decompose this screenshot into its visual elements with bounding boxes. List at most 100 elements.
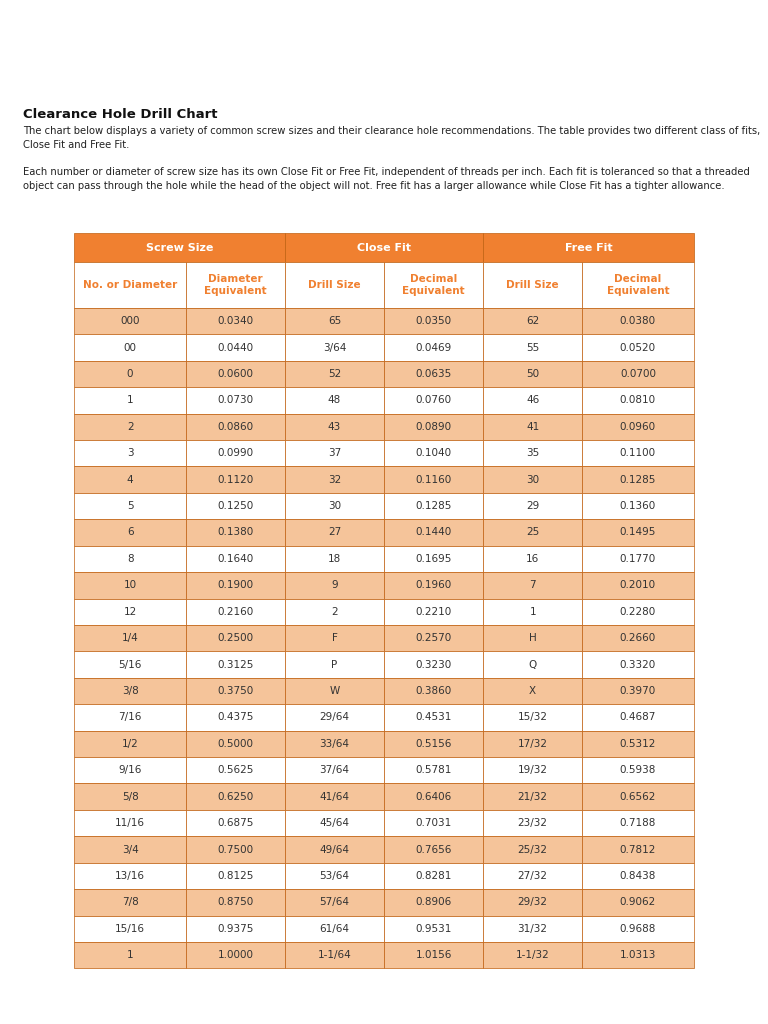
Text: 7: 7	[529, 581, 536, 590]
Text: 0.0730: 0.0730	[217, 395, 253, 406]
Bar	[582, 519, 694, 546]
Text: 0.7656: 0.7656	[415, 845, 452, 854]
Text: 0.1960: 0.1960	[415, 581, 452, 590]
Text: 0.5625: 0.5625	[217, 765, 253, 775]
Text: 0.6562: 0.6562	[620, 792, 656, 802]
Bar	[384, 308, 483, 335]
Bar	[285, 414, 384, 440]
Text: 0.2660: 0.2660	[620, 633, 656, 643]
Bar	[74, 233, 285, 262]
Bar	[483, 651, 582, 678]
Bar	[483, 731, 582, 757]
Text: 0.6875: 0.6875	[217, 818, 253, 828]
Text: 0.2010: 0.2010	[620, 581, 656, 590]
Text: 43: 43	[328, 422, 341, 432]
Bar	[74, 837, 186, 862]
Bar	[285, 810, 384, 837]
Bar	[74, 705, 186, 731]
Text: Q: Q	[528, 659, 537, 670]
Text: 0.9062: 0.9062	[620, 897, 656, 907]
Text: 0.1495: 0.1495	[620, 527, 656, 538]
Text: 10: 10	[124, 581, 137, 590]
Bar	[285, 598, 384, 625]
Text: 0.0810: 0.0810	[620, 395, 656, 406]
Text: 0.0760: 0.0760	[415, 395, 452, 406]
Bar	[74, 387, 186, 414]
Text: 30: 30	[328, 501, 341, 511]
Text: 5/16: 5/16	[118, 659, 142, 670]
Bar	[186, 810, 285, 837]
Bar	[384, 731, 483, 757]
Text: 0.6406: 0.6406	[415, 792, 452, 802]
Text: 1.0000: 1.0000	[217, 950, 253, 961]
Bar	[483, 493, 582, 519]
Bar	[384, 598, 483, 625]
Bar	[285, 837, 384, 862]
Bar	[74, 651, 186, 678]
Bar	[384, 651, 483, 678]
Bar	[483, 334, 582, 360]
Bar	[483, 889, 582, 915]
Text: 0.5938: 0.5938	[620, 765, 656, 775]
Bar	[186, 598, 285, 625]
Text: 0.0380: 0.0380	[620, 316, 656, 326]
Bar	[285, 519, 384, 546]
Bar	[582, 546, 694, 572]
Text: 29/64: 29/64	[319, 713, 349, 722]
Bar	[483, 942, 582, 969]
Bar	[285, 308, 384, 335]
Text: 0.2210: 0.2210	[415, 607, 452, 616]
Text: 33/64: 33/64	[319, 739, 349, 749]
Text: 0.0469: 0.0469	[415, 343, 452, 352]
Text: 12: 12	[124, 607, 137, 616]
Text: 11/16: 11/16	[115, 818, 145, 828]
Text: 7/16: 7/16	[118, 713, 142, 722]
Text: 0.5156: 0.5156	[415, 739, 452, 749]
Bar	[483, 414, 582, 440]
Bar	[186, 837, 285, 862]
Text: 0.1640: 0.1640	[217, 554, 253, 564]
Text: 41: 41	[526, 422, 539, 432]
Bar	[384, 387, 483, 414]
Text: 48: 48	[328, 395, 341, 406]
Bar	[384, 360, 483, 387]
Bar	[582, 705, 694, 731]
Text: 30: 30	[526, 475, 539, 484]
Bar	[384, 678, 483, 705]
Text: 0.0990: 0.0990	[217, 449, 253, 458]
Text: 0.3320: 0.3320	[620, 659, 656, 670]
Text: 0.0520: 0.0520	[620, 343, 656, 352]
Text: 3/8: 3/8	[121, 686, 138, 696]
Bar	[384, 414, 483, 440]
Bar	[74, 493, 186, 519]
Bar	[186, 705, 285, 731]
Text: 16: 16	[526, 554, 539, 564]
Text: 57/64: 57/64	[319, 897, 349, 907]
Bar	[384, 519, 483, 546]
Text: 15/32: 15/32	[518, 713, 548, 722]
Bar	[74, 360, 186, 387]
Bar	[186, 731, 285, 757]
Bar	[582, 598, 694, 625]
Text: 0.1360: 0.1360	[620, 501, 656, 511]
Bar	[74, 262, 186, 308]
Text: 0: 0	[127, 369, 134, 379]
Bar	[384, 915, 483, 942]
Bar	[186, 360, 285, 387]
Bar	[74, 678, 186, 705]
Text: 65: 65	[328, 316, 341, 326]
Bar	[483, 519, 582, 546]
Bar	[483, 308, 582, 335]
Bar	[384, 625, 483, 651]
Text: 0.7188: 0.7188	[620, 818, 656, 828]
Text: 21/32: 21/32	[518, 792, 548, 802]
Bar	[582, 467, 694, 493]
Text: 00: 00	[124, 343, 137, 352]
Text: Close Fit: Close Fit	[357, 243, 411, 253]
Bar	[483, 467, 582, 493]
Text: 29: 29	[526, 501, 539, 511]
Bar	[483, 598, 582, 625]
Bar	[186, 572, 285, 598]
Text: 0.1160: 0.1160	[415, 475, 452, 484]
Bar	[186, 519, 285, 546]
